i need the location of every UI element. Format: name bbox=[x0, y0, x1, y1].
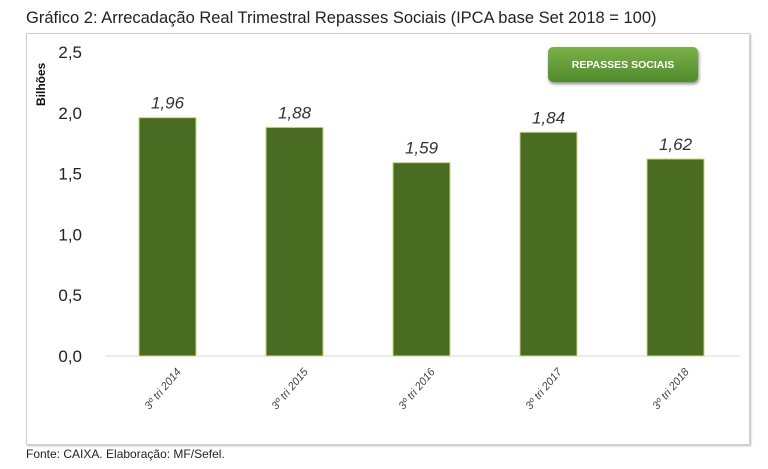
data-label: 1,84 bbox=[532, 108, 565, 127]
y-tick-label: 2,5 bbox=[58, 43, 82, 62]
source-note: Fonte: CAIXA. Elaboração: MF/Sefel. bbox=[26, 447, 225, 461]
bar bbox=[646, 158, 705, 357]
data-label: 1,88 bbox=[278, 103, 312, 122]
y-tick-label: 0,5 bbox=[58, 286, 82, 305]
y-tick-label: 2,0 bbox=[58, 104, 82, 123]
data-label: 1,59 bbox=[405, 139, 439, 158]
legend-series-repasses-sociais: REPASSES SOCIAIS bbox=[548, 47, 698, 82]
y-tick-label: 1,0 bbox=[58, 225, 82, 244]
data-label: 1,96 bbox=[151, 94, 185, 113]
x-tick-label: 3º tri 2018 bbox=[651, 366, 693, 413]
chart-title: Gráfico 2: Arrecadação Real Trimestral R… bbox=[26, 9, 657, 27]
y-tick-label: 0,0 bbox=[58, 347, 82, 366]
x-tick-label: 3º tri 2014 bbox=[143, 366, 184, 412]
x-tick-label: 3º tri 2016 bbox=[397, 366, 439, 413]
y-tick-label: 1,5 bbox=[58, 165, 82, 184]
data-label: 1,62 bbox=[659, 135, 693, 154]
bar bbox=[265, 126, 324, 357]
bar bbox=[519, 131, 578, 357]
bar bbox=[392, 162, 451, 357]
y-axis-title: Bilhões bbox=[34, 62, 48, 106]
bar bbox=[138, 117, 197, 357]
x-tick-label: 3º tri 2017 bbox=[524, 366, 566, 413]
x-tick-label: 3º tri 2015 bbox=[270, 366, 312, 413]
